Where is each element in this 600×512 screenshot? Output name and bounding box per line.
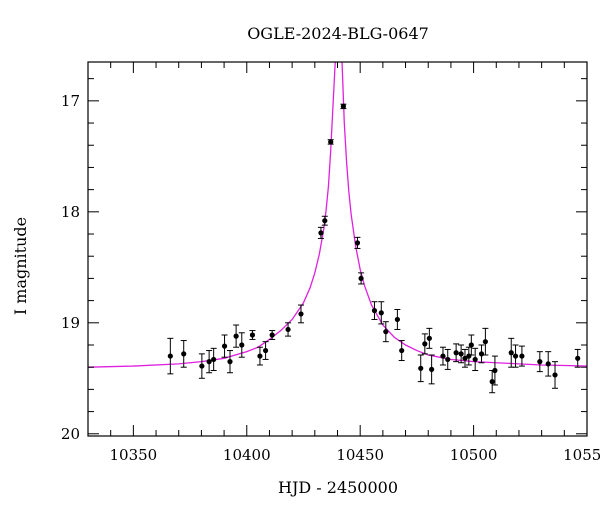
data-point [508,350,514,356]
data-point [383,329,389,335]
y-tick-label: 20 [61,425,80,443]
data-point [453,350,459,356]
data-point [340,103,346,109]
data-point [422,341,428,347]
data-point [358,275,364,282]
axes-frame-group [87,61,588,437]
data-point [233,333,239,339]
y-tick-label: 17 [61,92,80,110]
data-point [492,367,498,374]
y-axis-label: I magnitude [11,217,30,315]
data-point [257,353,263,359]
data-point [181,351,187,357]
chart-title: OGLE-2024-BLG-0647 [247,24,429,43]
model-curve [88,62,587,368]
data-point [227,359,233,365]
data-point [298,311,304,317]
x-tick-label: 10350 [110,446,158,464]
data-point [440,353,446,359]
data-point [211,356,217,363]
data-point [575,355,581,361]
data-point [221,343,228,349]
data-point [472,356,478,363]
data-point [537,359,543,365]
data-point [239,342,245,348]
data-point [462,355,468,361]
data-point [199,363,205,369]
data-point [429,366,435,373]
data-point [482,339,488,345]
data-point [269,332,275,338]
data-point [489,379,495,385]
data-point [458,351,464,357]
plot-frame [87,61,588,437]
data-point [378,310,384,316]
x-tick-label: 10550 [563,446,600,464]
data-point [167,353,173,359]
data-point [418,365,424,371]
x-axis-label: HJD - 2450000 [278,478,398,497]
data-point [322,218,328,224]
axis-ticks-group: 10350 10400 10450 10500 10550 17 18 19 20 [61,62,600,464]
data-point [206,359,212,365]
data-point [354,240,361,246]
data-point [552,372,558,378]
y-tick-label: 18 [61,203,80,221]
data-point [262,347,269,354]
data-point [478,351,485,357]
data-point [545,361,551,367]
data-point [399,347,405,354]
data-point [468,342,474,348]
data-point [371,307,378,314]
data-point [445,356,451,363]
x-tick-label: 10450 [336,446,384,464]
data-point [512,353,519,359]
data-point [318,230,324,236]
y-tick-label: 19 [61,314,80,332]
data-point [519,353,525,359]
data-point [394,316,400,323]
x-tick-label: 10500 [450,446,498,464]
data-point [426,335,432,341]
data-points-group [167,103,581,394]
data-point [249,332,256,338]
data-point [328,139,334,145]
model-curve-group [88,62,587,368]
x-tick-label: 10400 [223,446,271,464]
data-point [285,326,291,333]
data-point [466,353,472,359]
